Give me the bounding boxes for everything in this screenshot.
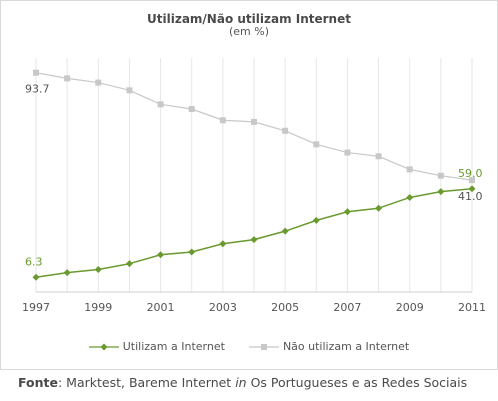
legend-swatch <box>88 342 119 352</box>
data-point-square <box>219 117 226 124</box>
data-point-diamond <box>281 227 289 235</box>
data-point-diamond <box>32 273 40 281</box>
source-note: Fonte: Marktest, Bareme Internet in Os P… <box>18 375 467 390</box>
data-point-square <box>344 149 351 156</box>
data-point-diamond <box>63 269 71 277</box>
source-label: Fonte <box>18 375 58 390</box>
data-point-diamond <box>157 251 165 259</box>
data-point-diamond <box>219 240 227 248</box>
data-point-square <box>157 101 164 108</box>
data-point-diamond <box>188 248 196 256</box>
data-point-diamond <box>468 185 476 193</box>
legend-swatch <box>248 342 279 352</box>
legend-label: Não utilizam a Internet <box>282 340 410 353</box>
chart-title: Utilizam/Não utilizam Internet <box>147 12 351 26</box>
data-label: 59.0 <box>458 167 483 180</box>
x-tick-label: 2011 <box>458 301 486 314</box>
data-point-square <box>188 106 195 113</box>
data-point-square <box>251 118 257 125</box>
data-point-diamond <box>375 204 383 212</box>
data-label: 6.3 <box>25 255 43 268</box>
data-point-diamond <box>343 208 351 216</box>
data-point-diamond <box>437 188 445 196</box>
line-chart: 1997 1999 2001 2003 2005 2007 2009 2011 6.3 59.0 9… <box>22 58 486 314</box>
x-tick-label: 2009 <box>396 301 424 314</box>
x-tick-label: 2001 <box>147 301 175 314</box>
data-point-square <box>437 172 444 179</box>
data-label: 93.7 <box>25 83 50 96</box>
source-text-italic: in <box>235 375 247 390</box>
legend-item: Não utilizam a Internet <box>248 340 410 353</box>
chart-legend: Utilizam a Internet Não utilizam a Intern… <box>0 340 498 353</box>
x-tick-label: 2007 <box>333 301 361 314</box>
x-tick-label: 1999 <box>84 301 112 314</box>
data-point-square <box>313 141 320 148</box>
source-text-before: : Marktest, Bareme Internet <box>57 375 236 390</box>
legend-label: Utilizam a Internet <box>122 340 225 353</box>
data-point-diamond <box>250 236 258 244</box>
data-point-square <box>64 75 71 82</box>
x-tick-label: 2005 <box>271 301 299 314</box>
data-point-diamond <box>406 193 414 201</box>
source-text-after: Os Portugueses e as Redes Sociais <box>246 375 468 390</box>
data-point-square <box>126 87 133 94</box>
data-point-square <box>469 177 475 184</box>
x-tick-label: 1997 <box>22 301 50 314</box>
chart-subtitle: (em %) <box>228 25 269 38</box>
legend-item: Utilizam a Internet <box>88 340 225 353</box>
data-point-diamond <box>312 216 320 224</box>
data-point-square <box>33 69 39 76</box>
data-point-square <box>375 153 382 160</box>
x-tick-label: 2003 <box>209 301 237 314</box>
data-point-square <box>95 79 102 86</box>
data-label: 41.0 <box>458 190 483 203</box>
data-point-diamond <box>94 266 102 274</box>
data-point-square <box>282 127 289 134</box>
data-point-diamond <box>125 260 133 268</box>
data-point-square <box>406 166 413 173</box>
chart-frame <box>0 0 498 370</box>
